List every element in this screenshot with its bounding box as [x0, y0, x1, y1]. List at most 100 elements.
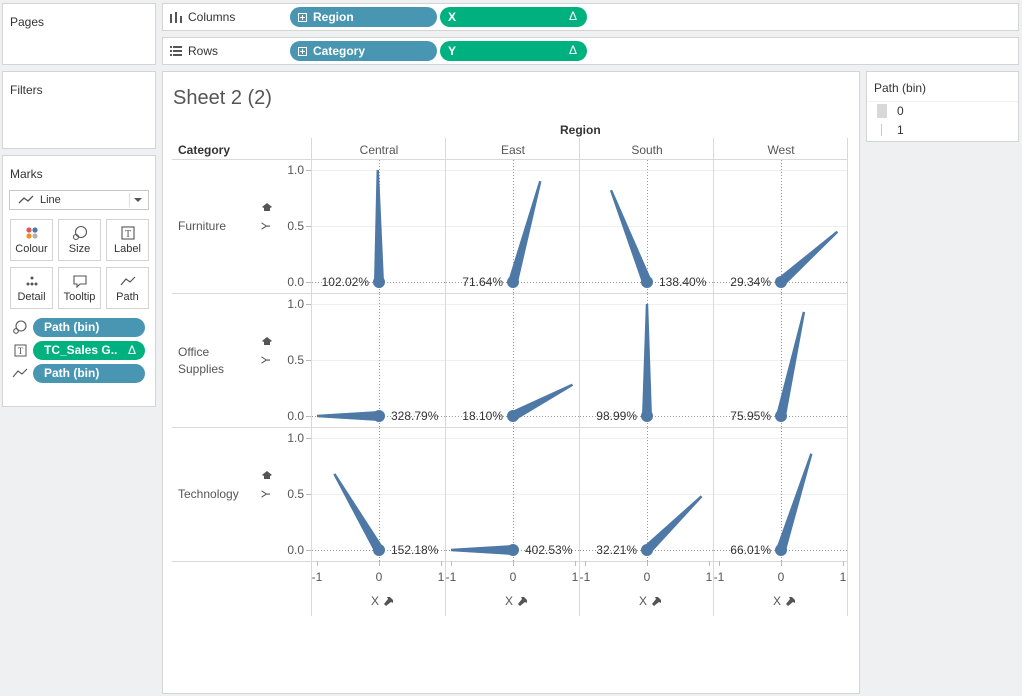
viz-canvas: Sheet 2 (2) [162, 71, 860, 694]
x-axis-title: X [505, 594, 513, 608]
label-icon: T [107, 224, 148, 242]
sheet-title: Sheet 2 (2) [173, 87, 272, 109]
detail-label: Detail [17, 291, 46, 303]
data-label: 328.79% [391, 409, 439, 423]
data-label: 66.01% [730, 543, 771, 557]
path-bin-legend[interactable]: Path (bin) 0 1 [866, 71, 1019, 142]
svg-text:T: T [17, 346, 23, 356]
pages-title: Pages [10, 15, 45, 29]
category-row-header: Office [178, 345, 209, 359]
y-axis-title: Y [259, 356, 273, 364]
colour-icon [11, 224, 52, 242]
region-column-header: South [631, 143, 662, 157]
path-start-point [507, 544, 519, 556]
size-button[interactable]: Size [58, 219, 101, 261]
y-tick-label: 0.0 [287, 409, 304, 423]
category-pill[interactable]: Category [290, 41, 437, 61]
data-label: 32.21% [596, 543, 637, 557]
region-pill[interactable]: Region [290, 7, 437, 27]
path-mark [451, 545, 513, 555]
mark-field-label: Path (bin) [44, 320, 100, 334]
mark-field-label: Path (bin) [44, 366, 100, 380]
legend-item-label: 0 [897, 104, 904, 118]
x-axis-title: X [371, 594, 379, 608]
path-line-icon [12, 365, 28, 381]
x-tick-label: 0 [376, 570, 383, 584]
mark-field-path-bin-size[interactable]: Path (bin) [33, 318, 145, 337]
mark-field-path-bin-path[interactable]: Path (bin) [33, 364, 145, 383]
tooltip-icon [59, 272, 100, 290]
legend-swatch-icon [877, 123, 887, 137]
label-label: Label [114, 243, 141, 255]
category-header: Category [178, 143, 231, 157]
legend-item-label: 1 [897, 123, 904, 137]
legend-swatch-icon [877, 104, 887, 118]
path-mark [776, 311, 806, 418]
rows-shelf[interactable]: Rows Category Y Δ [162, 37, 1019, 65]
data-label: 138.40% [659, 275, 707, 289]
x-tick-label: -1 [446, 570, 457, 584]
mark-type-dropdown[interactable]: Line [9, 190, 149, 210]
region-pill-label: Region [313, 10, 354, 24]
filters-shelf[interactable]: Filters [2, 71, 156, 149]
x-pill[interactable]: X Δ [440, 7, 587, 27]
x-tick-label: 1 [840, 570, 847, 584]
mark-field-tc-sales-label[interactable]: TC_Sales G.. Δ [33, 341, 145, 360]
legend-item[interactable]: 1 [877, 123, 904, 137]
x-tick-label: -1 [714, 570, 725, 584]
legend-title: Path (bin) [874, 81, 927, 95]
columns-label: Columns [188, 10, 236, 24]
region-column-header: Central [360, 143, 399, 157]
pin-icon [262, 337, 272, 345]
pin-icon [384, 597, 393, 606]
path-start-point [775, 544, 787, 556]
colour-button[interactable]: Colour [10, 219, 53, 261]
columns-shelf[interactable]: Columns Region X Δ [162, 3, 1019, 31]
x-tick-label: -1 [580, 570, 591, 584]
y-tick-label: 1.0 [287, 431, 304, 445]
region-column-header: West [767, 143, 795, 157]
x-tick-label: 1 [572, 570, 579, 584]
chevron-down-icon [134, 198, 142, 202]
size-icon [12, 319, 28, 335]
path-button[interactable]: Path [106, 267, 149, 309]
y-tick-label: 0.5 [287, 219, 304, 233]
data-label: 75.95% [730, 409, 771, 423]
rows-label: Rows [188, 44, 219, 58]
path-mark [643, 495, 703, 554]
pages-shelf[interactable]: Pages [2, 3, 156, 65]
size-label: Size [68, 243, 91, 255]
path-start-point [775, 410, 787, 422]
path-mark [609, 189, 652, 284]
pin-icon [786, 597, 795, 606]
path-mark [642, 304, 652, 416]
path-icon [107, 272, 148, 290]
path-label: Path [116, 291, 139, 303]
y-pill[interactable]: Y Δ [440, 41, 587, 61]
region-header: Region [560, 123, 601, 137]
category-row-header: Supplies [178, 362, 224, 376]
path-mark [317, 411, 379, 421]
x-tick-label: -1 [312, 570, 323, 584]
y-tick-label: 0.5 [287, 353, 304, 367]
data-label: 98.99% [596, 409, 637, 423]
path-start-point [373, 544, 385, 556]
y-tick-label: 0.5 [287, 487, 304, 501]
category-row-header: Furniture [178, 219, 226, 233]
y-axis-title: Y [259, 490, 273, 498]
y-pill-label: Y [448, 44, 457, 58]
path-start-point [641, 544, 653, 556]
label-button[interactable]: T Label [106, 219, 149, 261]
path-start-point [507, 410, 519, 422]
x-tick-label: 0 [510, 570, 517, 584]
tooltip-button[interactable]: Tooltip [58, 267, 101, 309]
data-label: 102.02% [322, 275, 370, 289]
delta-icon: Δ [568, 9, 577, 23]
detail-button[interactable]: Detail [10, 267, 53, 309]
rows-shelf-label: Rows [170, 44, 218, 58]
legend-item[interactable]: 0 [877, 104, 904, 118]
y-tick-label: 0.0 [287, 543, 304, 557]
data-label: 18.10% [462, 409, 503, 423]
x-tick-label: 0 [778, 570, 785, 584]
